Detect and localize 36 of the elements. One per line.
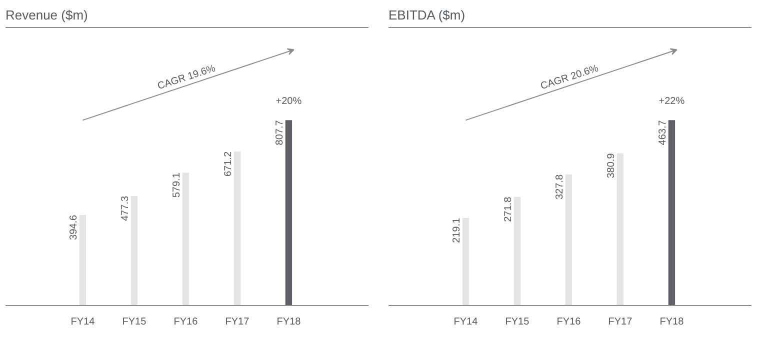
bar — [130, 196, 138, 306]
text: CAGR 19.6% — [156, 63, 217, 92]
bar — [668, 120, 676, 306]
bar — [514, 196, 521, 306]
x-tick-label: FY15 — [505, 316, 530, 328]
bar — [285, 120, 292, 306]
data-label: 327.8 — [554, 174, 566, 200]
annotation: +22% — [658, 96, 685, 108]
x-tick-label: FY15 — [122, 316, 147, 328]
text: CAGR 20.6% — [539, 63, 600, 92]
chart-title: Revenue ($m) — [6, 8, 88, 22]
bar — [234, 151, 241, 306]
bar — [565, 174, 572, 306]
chart-title: EBITDA ($m) — [388, 8, 466, 22]
data-label: 807.7 — [274, 120, 286, 146]
data-label: 271.8 — [503, 196, 514, 222]
data-label: 671.2 — [223, 151, 234, 177]
x-tick-label: FY14 — [70, 316, 96, 328]
x-tick-label: FY14 — [454, 316, 478, 328]
x-tick-label: FY18 — [660, 316, 684, 328]
x-tick-label: FY17 — [608, 316, 633, 328]
data-label: 579.1 — [172, 172, 183, 198]
bar — [616, 153, 624, 306]
bar — [462, 218, 470, 306]
x-tick-label: FY16 — [174, 316, 198, 328]
annotation: +20% — [276, 96, 302, 108]
bar — [79, 214, 86, 306]
data-label: 463.7 — [658, 120, 669, 146]
x-tick-label: FY18 — [276, 316, 302, 328]
data-label: 380.9 — [606, 152, 618, 178]
data-label: 477.3 — [120, 196, 132, 222]
x-tick-label: FY16 — [556, 316, 582, 328]
bar — [182, 172, 190, 306]
x-tick-label: FY17 — [225, 316, 250, 328]
data-label: 394.6 — [68, 214, 80, 240]
data-label: 219.1 — [452, 217, 463, 243]
